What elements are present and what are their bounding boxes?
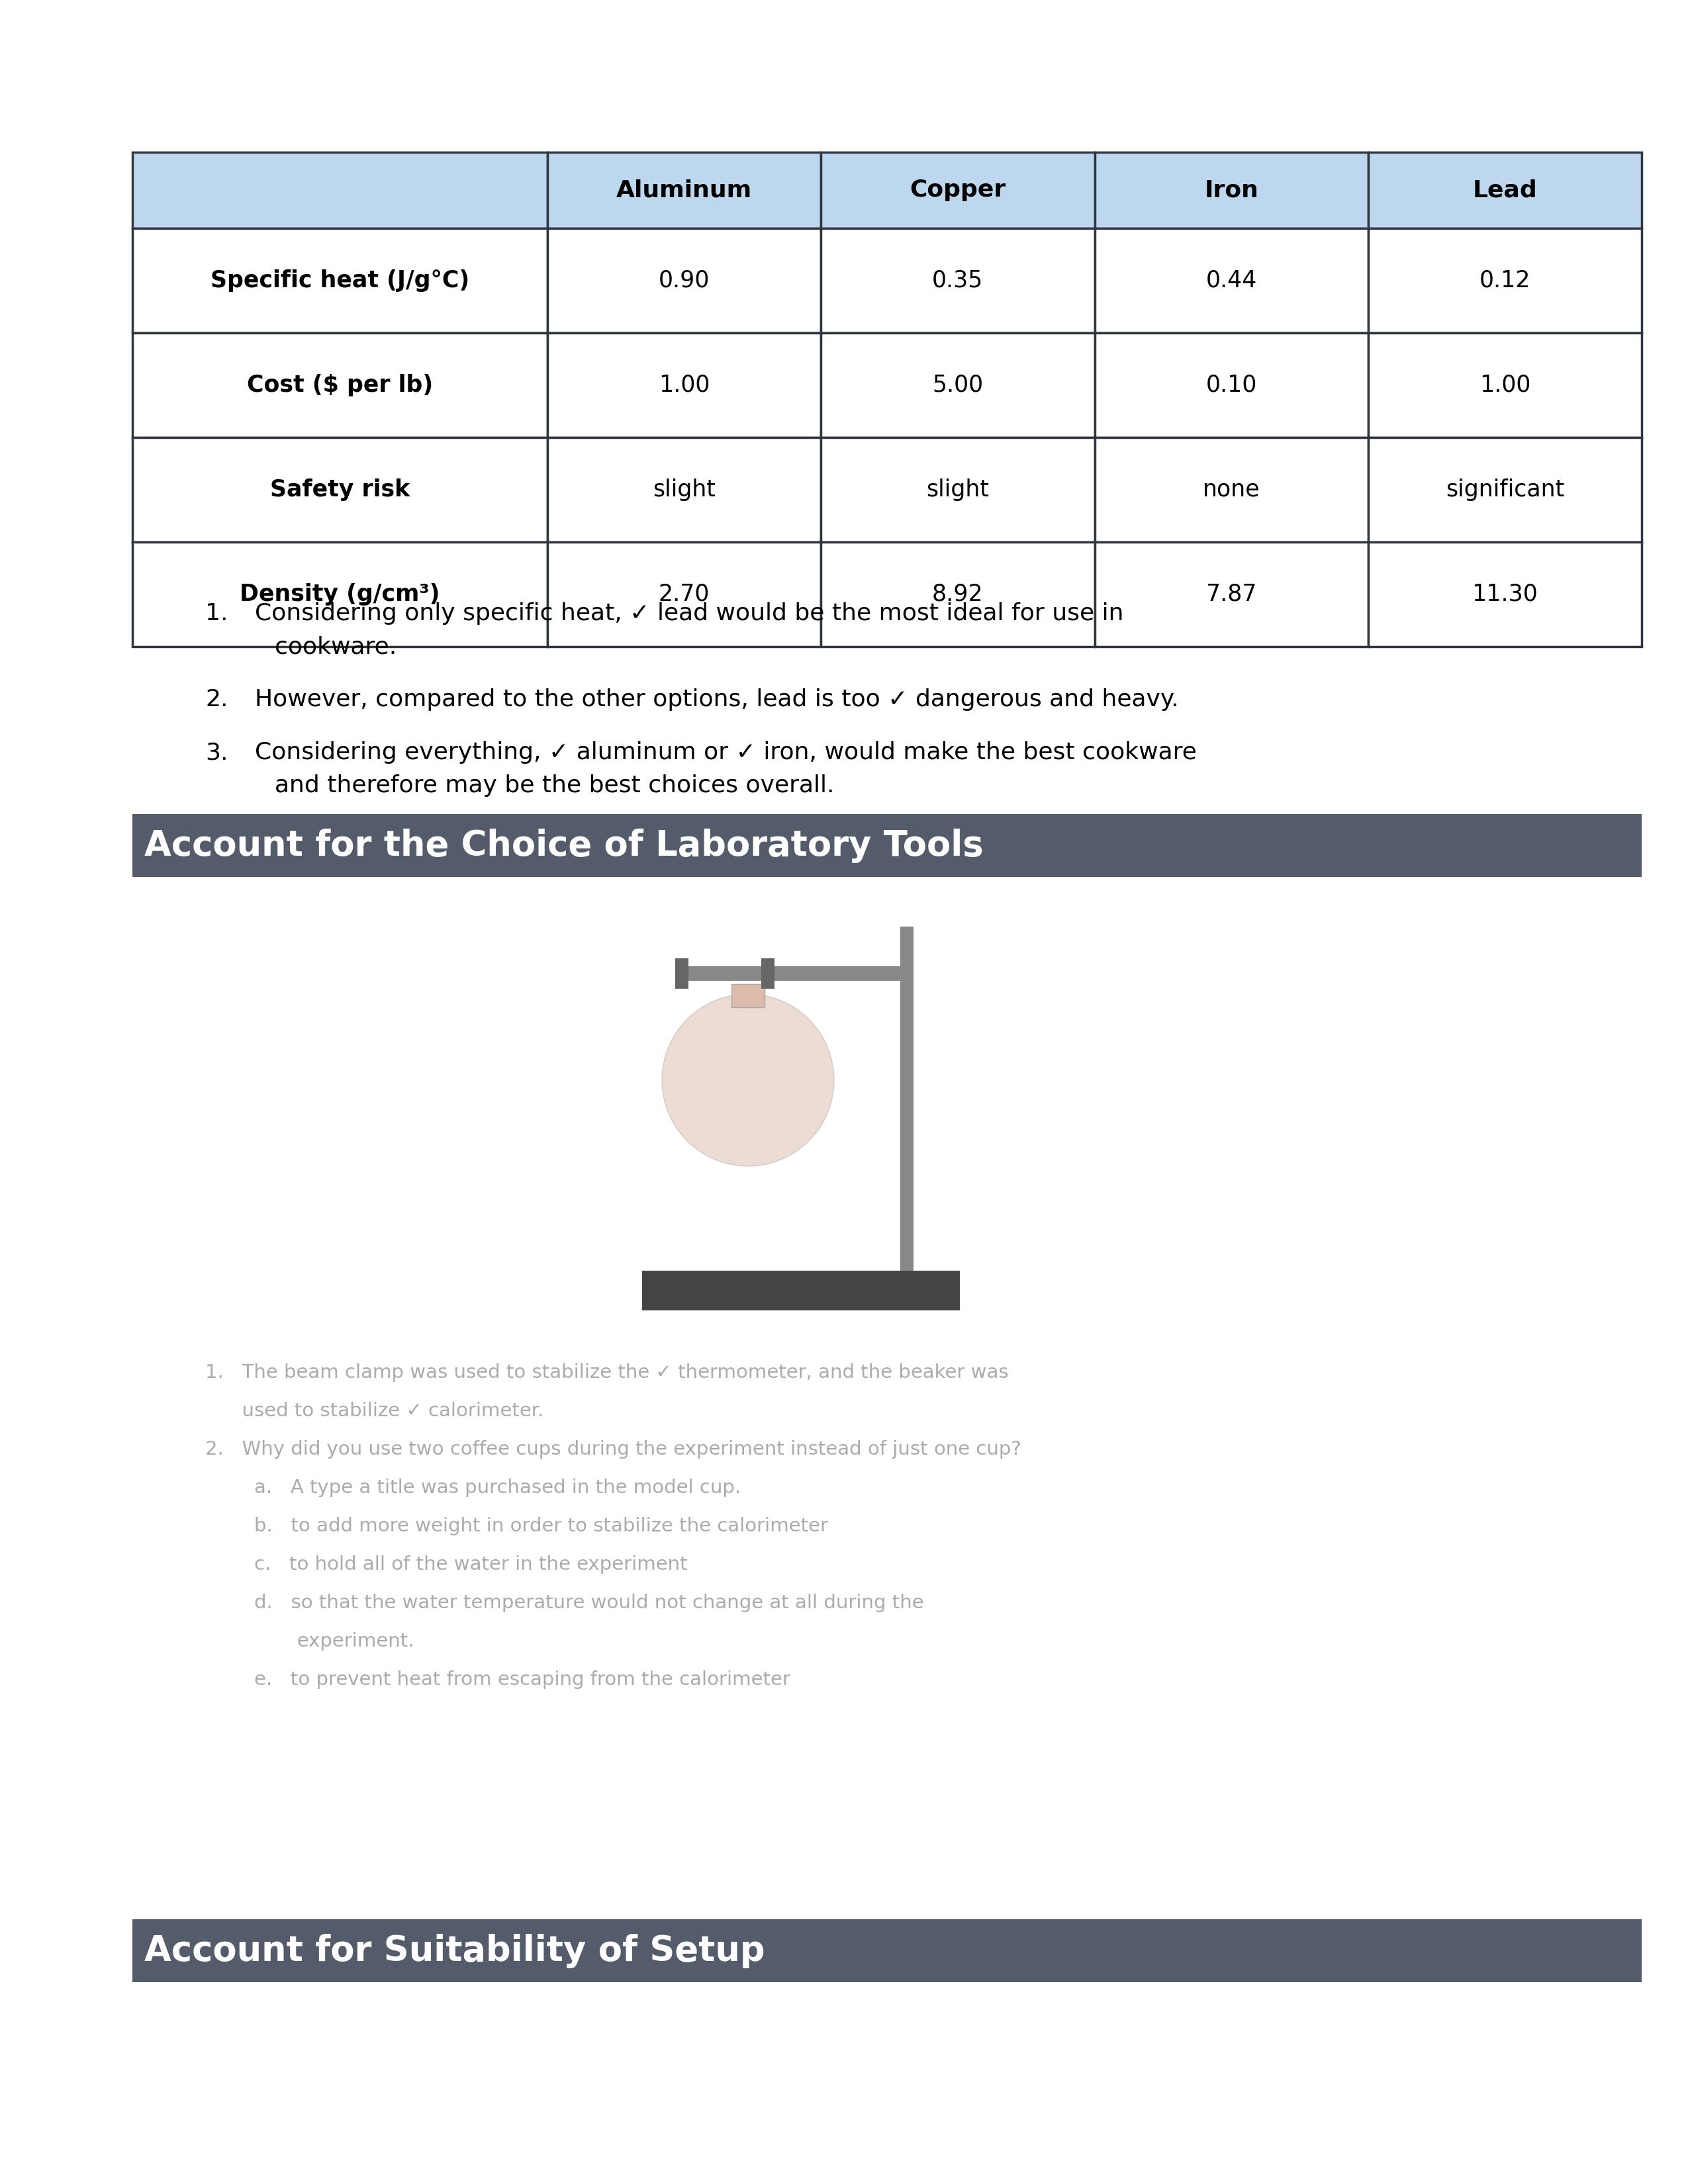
Text: slight: slight <box>653 478 716 500</box>
Bar <box>682 965 913 981</box>
Text: 1.: 1. <box>206 603 228 625</box>
Text: Account for the Choice of Laboratory Tools: Account for the Choice of Laboratory Too… <box>143 828 984 863</box>
Text: 1.00: 1.00 <box>658 373 711 397</box>
Text: 3.: 3. <box>206 740 228 764</box>
Text: Cost ($ per lb): Cost ($ per lb) <box>246 373 434 397</box>
Bar <box>820 332 1094 437</box>
Bar <box>1367 332 1642 437</box>
Text: 8.92: 8.92 <box>932 583 984 605</box>
Text: Density (g/cm³): Density (g/cm³) <box>240 583 441 605</box>
Text: 2.70: 2.70 <box>658 583 711 605</box>
Bar <box>731 985 765 1007</box>
Text: Account for Suitability of Setup: Account for Suitability of Setup <box>143 1933 765 1968</box>
Bar <box>547 153 820 229</box>
Text: d.   so that the water temperature would not change at all during the: d. so that the water temperature would n… <box>206 1594 923 1612</box>
Text: 0.44: 0.44 <box>1205 269 1258 293</box>
Text: e.   to prevent heat from escaping from the calorimeter: e. to prevent heat from escaping from th… <box>206 1671 790 1688</box>
Bar <box>1367 542 1642 646</box>
Text: experiment.: experiment. <box>206 1631 414 1651</box>
Text: a.   A type a title was purchased in the model cup.: a. A type a title was purchased in the m… <box>206 1479 741 1496</box>
Bar <box>547 332 820 437</box>
Bar <box>132 332 547 437</box>
Bar <box>1094 229 1367 332</box>
Bar <box>820 542 1094 646</box>
Bar <box>547 229 820 332</box>
Bar <box>820 153 1094 229</box>
Text: Safety risk: Safety risk <box>270 478 410 500</box>
Bar <box>675 959 689 989</box>
Text: none: none <box>1202 478 1259 500</box>
Text: Considering only specific heat, ✓ lead would be the most ideal for use in: Considering only specific heat, ✓ lead w… <box>255 603 1124 625</box>
Text: Lead: Lead <box>1472 179 1538 201</box>
Bar <box>547 437 820 542</box>
Ellipse shape <box>662 994 834 1166</box>
Bar <box>1367 229 1642 332</box>
Text: 5.00: 5.00 <box>932 373 984 397</box>
Text: Aluminum: Aluminum <box>616 179 753 201</box>
Text: slight: slight <box>927 478 989 500</box>
Text: 1.   The beam clamp was used to stabilize the ✓ thermometer, and the beaker was: 1. The beam clamp was used to stabilize … <box>206 1363 1008 1382</box>
Text: used to stabilize ✓ calorimeter.: used to stabilize ✓ calorimeter. <box>206 1402 544 1420</box>
Bar <box>1094 153 1367 229</box>
Bar <box>132 229 547 332</box>
Bar <box>761 959 775 989</box>
Bar <box>1094 437 1367 542</box>
Bar <box>1094 542 1367 646</box>
Text: Copper: Copper <box>910 179 1006 201</box>
Bar <box>820 437 1094 542</box>
Text: 0.10: 0.10 <box>1205 373 1258 397</box>
Bar <box>132 153 547 229</box>
Text: 7.87: 7.87 <box>1205 583 1258 605</box>
Text: 2.: 2. <box>206 688 228 710</box>
Bar <box>132 815 1642 878</box>
Bar <box>900 926 913 1271</box>
Text: 11.30: 11.30 <box>1472 583 1538 605</box>
Text: Specific heat (J/g°C): Specific heat (J/g°C) <box>211 269 469 293</box>
Bar <box>731 985 765 1007</box>
Text: 2.   Why did you use two coffee cups during the experiment instead of just one c: 2. Why did you use two coffee cups durin… <box>206 1439 1021 1459</box>
Bar <box>1094 332 1367 437</box>
Bar <box>547 542 820 646</box>
Text: significant: significant <box>1445 478 1565 500</box>
Bar <box>132 1920 1642 1983</box>
Text: Iron: Iron <box>1204 179 1259 201</box>
Text: 0.12: 0.12 <box>1479 269 1531 293</box>
Text: Considering everything, ✓ aluminum or ✓ iron, would make the best cookware: Considering everything, ✓ aluminum or ✓ … <box>255 740 1197 764</box>
Bar <box>132 542 547 646</box>
Bar <box>820 229 1094 332</box>
Bar <box>1367 437 1642 542</box>
Bar <box>132 437 547 542</box>
Text: However, compared to the other options, lead is too ✓ dangerous and heavy.: However, compared to the other options, … <box>255 688 1178 710</box>
Text: cookware.: cookware. <box>275 636 397 657</box>
Bar <box>1367 153 1642 229</box>
Text: 1.00: 1.00 <box>1479 373 1531 397</box>
Text: c.   to hold all of the water in the experiment: c. to hold all of the water in the exper… <box>206 1555 687 1575</box>
Text: and therefore may be the best choices overall.: and therefore may be the best choices ov… <box>275 775 834 797</box>
Bar <box>641 1271 960 1310</box>
Text: b.   to add more weight in order to stabilize the calorimeter: b. to add more weight in order to stabil… <box>206 1518 829 1535</box>
Text: 0.35: 0.35 <box>932 269 984 293</box>
Text: 0.90: 0.90 <box>658 269 711 293</box>
